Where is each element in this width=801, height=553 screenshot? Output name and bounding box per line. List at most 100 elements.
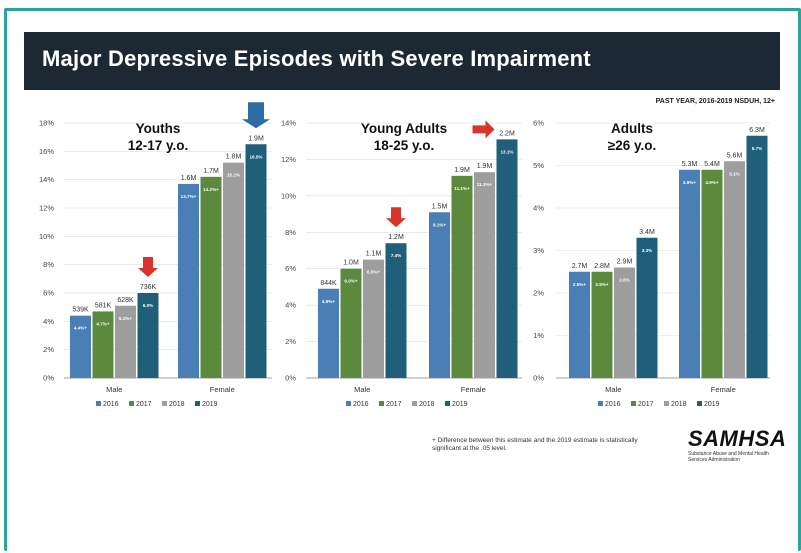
bar xyxy=(496,139,518,378)
bar xyxy=(178,183,199,378)
y-tick-label: 14% xyxy=(281,119,296,128)
bar-inner-label: 5.7% xyxy=(752,146,762,151)
bar-inner-label: 9.1%+ xyxy=(433,222,446,227)
y-tick-label: 3% xyxy=(533,246,544,255)
bar xyxy=(340,268,362,378)
panel-title-line: 12-17 y.o. xyxy=(128,138,189,153)
bar-inner-label: 4.9%+ xyxy=(705,180,718,185)
y-tick-label: 0% xyxy=(43,374,54,383)
bar xyxy=(385,243,407,378)
bar xyxy=(724,161,745,378)
bar-inner-label: 2.5%+ xyxy=(595,282,608,287)
legend-swatch xyxy=(697,401,702,406)
y-tick-label: 16% xyxy=(39,147,54,156)
y-tick-label: 6% xyxy=(533,119,544,128)
bar-top-label: 1.9M xyxy=(248,135,264,142)
bar-top-label: 844K xyxy=(320,280,337,287)
bar-inner-label: 4.7%+ xyxy=(96,321,109,326)
bar-inner-label: 5.1%+ xyxy=(119,316,132,321)
legend-label: 2019 xyxy=(704,401,720,408)
bar-top-label: 1.8M xyxy=(226,154,242,161)
y-tick-label: 10% xyxy=(39,232,54,241)
bar-top-label: 1.7M xyxy=(203,168,219,175)
bar-top-label: 1.6M xyxy=(181,175,197,182)
bar xyxy=(137,293,159,378)
legend-label: 2016 xyxy=(353,401,369,408)
footnote: + Difference between this estimate and t… xyxy=(432,437,638,452)
legend-swatch xyxy=(631,401,636,406)
y-tick-label: 0% xyxy=(285,374,296,383)
bar xyxy=(701,169,723,378)
bar xyxy=(223,162,244,378)
x-tick-label: Female xyxy=(711,385,736,394)
bar xyxy=(245,144,267,378)
samhsa-logo: SAMHSA Substance Abuse and Mental Health… xyxy=(688,426,788,463)
y-tick-label: 4% xyxy=(533,204,544,213)
bar xyxy=(591,271,613,378)
legend-swatch xyxy=(445,401,450,406)
legend-label: 2018 xyxy=(169,401,185,408)
bar xyxy=(92,311,114,378)
legend-label: 2017 xyxy=(136,401,152,408)
legend-swatch xyxy=(379,401,384,406)
y-tick-label: 4% xyxy=(43,317,54,326)
bar-inner-label: 6.0% xyxy=(143,303,153,308)
x-tick-label: Female xyxy=(461,385,486,394)
y-tick-label: 0% xyxy=(533,374,544,383)
bar xyxy=(679,169,700,378)
bar-top-label: 628K xyxy=(117,297,134,304)
bar xyxy=(451,175,473,378)
y-tick-label: 6% xyxy=(285,264,296,273)
y-tick-label: 1% xyxy=(533,331,544,340)
bar-top-label: 3.4M xyxy=(639,229,655,236)
legend-label: 2019 xyxy=(202,401,218,408)
bar-inner-label: 5.1% xyxy=(729,171,739,176)
bar xyxy=(614,267,635,378)
bar-inner-label: 4.9%+ xyxy=(683,180,696,185)
bar-top-label: 5.3M xyxy=(682,161,698,168)
x-tick-label: Male xyxy=(605,385,621,394)
bar-top-label: 581K xyxy=(95,302,112,309)
bar-inner-label: 2.6% xyxy=(619,278,629,283)
legend-label: 2016 xyxy=(103,401,119,408)
bar-top-label: 1.5M xyxy=(432,203,448,210)
bar-inner-label: 6.0%+ xyxy=(344,279,357,284)
y-tick-label: 2% xyxy=(533,289,544,298)
legend-swatch xyxy=(664,401,669,406)
bar-inner-label: 11.1%+ xyxy=(454,186,470,191)
bar-inner-label: 15.2% xyxy=(227,173,240,178)
legend-swatch xyxy=(162,401,167,406)
bar-top-label: 2.8M xyxy=(594,263,610,270)
bar xyxy=(746,135,768,378)
y-tick-label: 5% xyxy=(533,161,544,170)
slide-title: Major Depressive Episodes with Severe Im… xyxy=(42,46,591,71)
y-tick-label: 18% xyxy=(39,119,54,128)
panel-title-line: Young Adults xyxy=(361,121,447,136)
y-tick-label: 10% xyxy=(281,191,296,200)
bar-top-label: 1.1M xyxy=(366,251,382,258)
bar xyxy=(429,212,450,378)
bar xyxy=(569,271,590,378)
bar-inner-label: 13.7%+ xyxy=(181,194,197,199)
legend-swatch xyxy=(412,401,417,406)
logo-name: SAMHSA xyxy=(688,426,787,451)
title-bar xyxy=(24,32,780,90)
legend-label: 2016 xyxy=(605,401,621,408)
bar xyxy=(318,288,339,378)
bar-top-label: 539K xyxy=(72,307,89,314)
logo-tagline: Substance Abuse and Mental Health Servic… xyxy=(688,451,769,463)
bar-top-label: 1.9M xyxy=(477,163,493,170)
bar xyxy=(200,176,222,378)
bar-top-label: 1.0M xyxy=(343,260,359,267)
legend-swatch xyxy=(96,401,101,406)
bar-inner-label: 7.4% xyxy=(391,253,401,258)
bar-inner-label: 4.9%+ xyxy=(322,299,335,304)
bar xyxy=(474,172,495,378)
bar-top-label: 2.7M xyxy=(572,263,588,270)
bar-inner-label: 6.5%+ xyxy=(367,270,380,275)
arrow-down-icon xyxy=(386,207,406,228)
y-tick-label: 8% xyxy=(285,228,296,237)
legend-label: 2017 xyxy=(386,401,402,408)
bar-top-label: 5.6M xyxy=(727,152,743,159)
bar-inner-label: 16.5% xyxy=(249,154,262,159)
